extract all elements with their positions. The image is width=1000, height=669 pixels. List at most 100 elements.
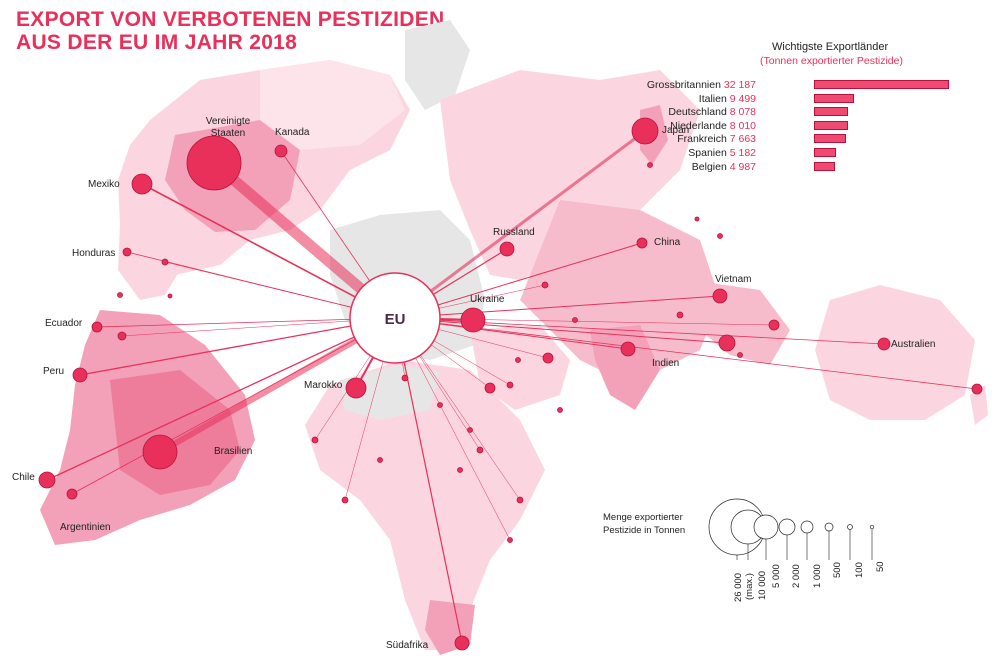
bubble-small-7 (341, 496, 349, 504)
flow-line-japan (394, 129, 646, 320)
ranking-heading: Wichtigste Exportländer (772, 41, 889, 53)
ranking-row: Niederlande 8 010 (640, 120, 956, 133)
ranking-bar (814, 80, 949, 89)
bubble-small-14 (717, 233, 723, 239)
size-label-100: 100 (854, 562, 865, 578)
bubble-small-9 (516, 496, 524, 504)
bubble-small-16 (557, 407, 563, 413)
bubble-indonesia (718, 334, 736, 352)
size-sublabel-26000: (max.) (744, 573, 755, 600)
size-label-5000: 5 000 (771, 564, 782, 588)
label-usa-line1: Vereinigte (206, 116, 251, 127)
ranking-value: 4 987 (729, 160, 756, 173)
bubble-small-22 (572, 317, 578, 323)
destination-bubbles (38, 117, 983, 651)
size-label-1000: 1 000 (812, 564, 823, 588)
bubble-vietnam (712, 288, 728, 304)
ranking-bar (814, 107, 848, 117)
size-label-26000: 26 000 (733, 573, 744, 602)
bubble-small-6 (311, 436, 319, 444)
bubble-small-18 (437, 402, 443, 408)
label-ecuador: Ecuador (45, 318, 83, 329)
bubble-small-4 (161, 258, 169, 266)
label-chile: Chile (12, 472, 35, 483)
bubble-chile (38, 471, 56, 489)
bubble-small-17 (467, 427, 473, 433)
size-circle-2000 (778, 518, 796, 536)
bubble-kanada (274, 144, 288, 158)
bubble-china (636, 237, 648, 249)
land-africa (305, 360, 545, 650)
ranking-country: Grossbritannien 32 187 (646, 79, 756, 91)
bubble-small-3 (401, 374, 409, 382)
title-line-1: EXPORT VON VERBOTENEN PESTIZIDEN (16, 8, 445, 31)
bubble-marokko (345, 377, 367, 399)
flow-line-mexiko (141, 183, 396, 319)
land-australia (815, 285, 975, 420)
ranking-row: Italien 9 499 (640, 93, 956, 106)
label-china: China (654, 237, 681, 248)
land-new-zealand (970, 385, 988, 425)
ranking-bar (814, 134, 847, 144)
bubble-usa (186, 135, 242, 191)
bubble-australien (877, 337, 891, 351)
label-marokko: Marokko (304, 380, 343, 391)
bubble-small-12 (647, 162, 653, 168)
ranking-subheading: (Tonnen exportierter Pestizide) (760, 55, 903, 67)
bubble-argentinien (66, 488, 78, 500)
land-africa-north (340, 365, 440, 420)
bubble-peru (72, 367, 88, 383)
label-honduras: Honduras (72, 248, 115, 259)
land-greenland (405, 20, 470, 110)
ranking-bar (814, 148, 836, 157)
bubble-russland (499, 241, 515, 257)
land-brazil (110, 370, 240, 495)
bubble-small-23 (737, 352, 743, 358)
label-peru: Peru (43, 366, 64, 377)
bubble-mexiko (131, 173, 153, 195)
land-canada (260, 60, 405, 150)
ranking-row: Grossbritannien 32 187 (640, 79, 956, 92)
label-suedafrika: Südafrika (386, 640, 429, 651)
label-argentinien: Argentinien (60, 522, 111, 533)
bubble-brazil (142, 434, 178, 470)
size-label-10000: 10 000 (757, 571, 768, 600)
size-legend-title-1: Menge exportierter (603, 512, 683, 523)
bubble-small-15 (676, 311, 684, 319)
flow-line-nz (394, 317, 978, 390)
size-legend: Menge exportierter Pestizide in Tonnen 2… (603, 498, 886, 602)
size-circle-500 (824, 522, 834, 532)
ranking-row: Frankreich 7 663 (640, 133, 956, 146)
bubble-small-21 (515, 357, 521, 363)
label-japan: Japan (662, 125, 689, 136)
flow-line-indonesia (394, 317, 728, 344)
label-kanada: Kanada (275, 127, 310, 138)
ranking-value: 7 663 (729, 133, 756, 146)
ranking-country: Deutschland 8 078 (668, 106, 756, 119)
ranking-country: Italien 9 499 (698, 92, 756, 105)
country-labels: Vereinigte Staaten Kanada Mexiko Hondura… (12, 116, 935, 651)
flow-line-suedafrika (394, 317, 463, 644)
flow-line-chile (46, 317, 396, 481)
ranking-value: 32 187 (723, 79, 756, 91)
flow-line-peru (79, 317, 396, 376)
bubble-philippines (768, 319, 780, 331)
ranking-bar (814, 161, 835, 171)
bubble-small-20 (167, 293, 173, 299)
label-usa-line2: Staaten (211, 128, 245, 139)
ranking-country: Frankreich 7 663 (677, 133, 756, 146)
ranking-value: 8 010 (729, 119, 756, 132)
bubble-suedafrika (454, 635, 470, 651)
bubble-small-5 (541, 281, 549, 289)
eu-circle (349, 272, 441, 364)
title-line-2: AUS DER EU IM JAHR 2018 (16, 31, 298, 54)
bubble-ukraine (460, 307, 486, 333)
bubble-small-24 (377, 457, 383, 463)
bubble-small-19 (117, 292, 123, 298)
ranking-row: Spanien 5 182 (640, 147, 956, 160)
label-ukraine: Ukraine (470, 294, 505, 305)
bubble-small-10 (507, 537, 513, 543)
label-russland: Russland (493, 227, 535, 238)
map-title: EXPORT VON VERBOTENEN PESTIZIDEN AUS DER… (16, 8, 445, 54)
